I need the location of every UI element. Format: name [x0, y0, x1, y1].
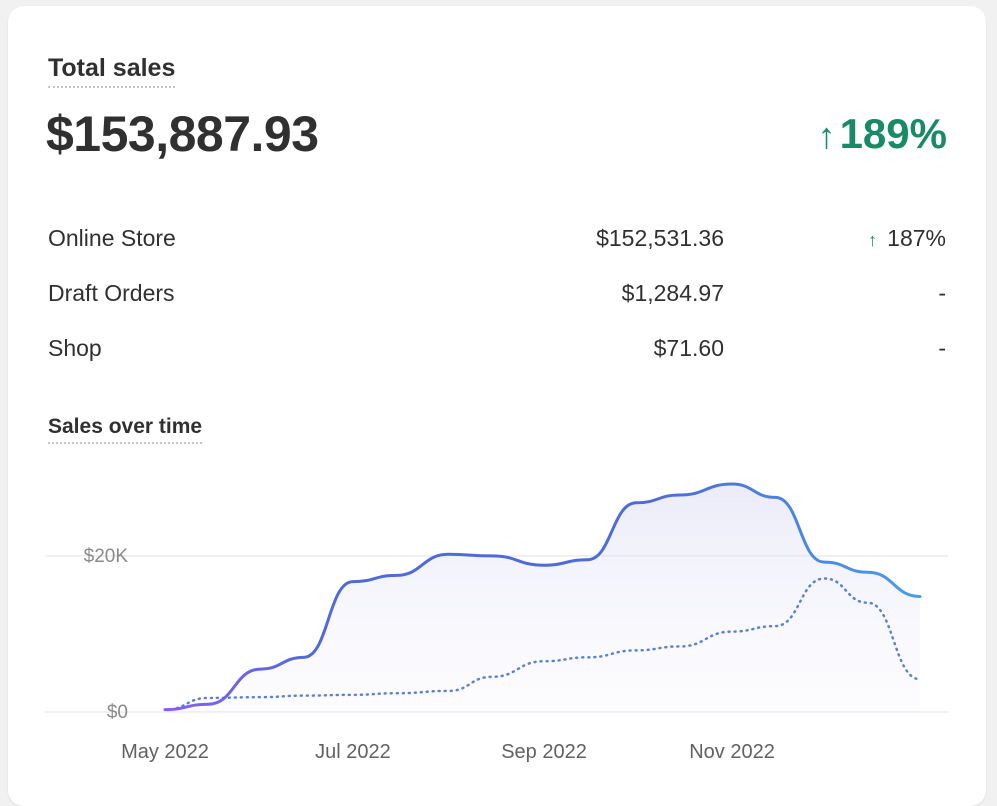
channel-change-value: 187%: [887, 225, 946, 251]
arrow-up-icon: ↑: [868, 230, 878, 250]
series-line-sales: [163, 482, 922, 712]
series-line-comparison: [163, 577, 922, 711]
chart-title[interactable]: Sales over time: [48, 414, 203, 444]
total-sales-value: $153,887.93: [46, 106, 319, 162]
channel-change: -: [938, 335, 946, 361]
sales-area-fill: [165, 484, 920, 712]
arrow-up-icon: ↑: [817, 115, 836, 156]
total-sales-title[interactable]: Total sales: [48, 54, 176, 88]
x-tick-label: Sep 2022: [501, 741, 587, 763]
channel-change: ↑ 187%: [868, 223, 946, 255]
x-tick-label: Jul 2022: [315, 741, 391, 763]
channel-amount: $71.60: [653, 335, 724, 361]
channel-amount: $152,531.36: [596, 225, 724, 251]
channel-name: Online Store: [48, 225, 176, 251]
breakdown-row-shop: Shop $71.60 -: [48, 333, 946, 363]
channel-amount: $1,284.97: [621, 280, 724, 306]
y-tick-label: $0: [107, 702, 128, 723]
y-tick-label: $20K: [84, 546, 129, 567]
total-sales-change: ↑189%: [818, 108, 947, 162]
total-change-value: 189%: [839, 110, 947, 157]
x-tick-label: May 2022: [121, 741, 209, 763]
breakdown-row-draft-orders: Draft Orders $1,284.97 -: [48, 278, 946, 308]
channel-change: -: [938, 280, 946, 306]
channel-name: Shop: [48, 335, 102, 361]
channel-name: Draft Orders: [48, 280, 175, 306]
x-tick-label: Nov 2022: [689, 741, 775, 763]
breakdown-row-online-store: Online Store $152,531.36 ↑ 187%: [48, 223, 946, 253]
